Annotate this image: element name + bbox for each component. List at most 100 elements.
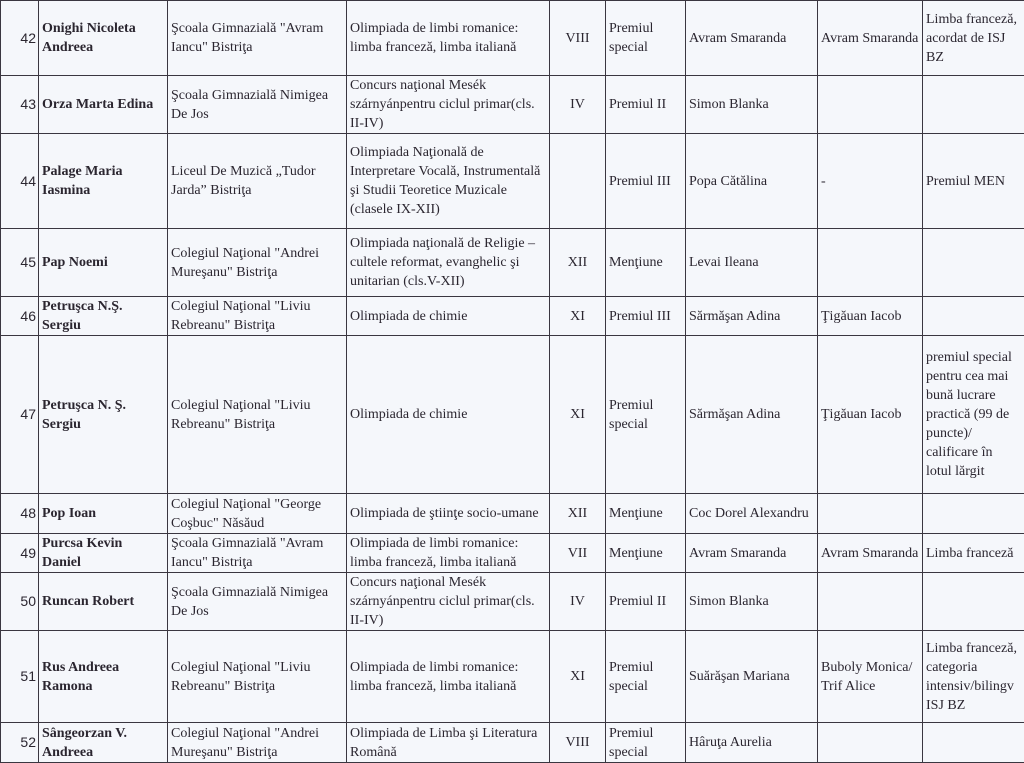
row-number-cell: 44 xyxy=(1,134,39,229)
school-name-cell: Colegiul Naţional "Andrei Mureşanu" Bist… xyxy=(168,229,347,297)
notes-cell xyxy=(923,494,1024,534)
competition-name-cell: Olimpiada de Limba şi Literatura Română xyxy=(347,723,550,763)
teacher-2-cell: - xyxy=(818,134,923,229)
teacher-cell: Popa Cătălina xyxy=(686,134,818,229)
teacher-2-cell xyxy=(818,76,923,134)
student-name-cell: Onighi Nicoleta Andreea xyxy=(39,1,168,76)
student-name-cell: Purcsa Kevin Daniel xyxy=(39,534,168,573)
competition-name-cell: Concurs naţional Mesék szárnyánpentru ci… xyxy=(347,573,550,631)
row-number-cell: 48 xyxy=(1,494,39,534)
prize-cell: Premiul special xyxy=(606,336,686,494)
class-level-cell: XII xyxy=(550,494,606,534)
teacher-2-cell: Avram Smaranda xyxy=(818,534,923,573)
teacher-2-cell: Avram Smaranda xyxy=(818,1,923,76)
teacher-cell: Levai Ileana xyxy=(686,229,818,297)
teacher-2-cell: Ţigăuan Iacob xyxy=(818,297,923,336)
row-number-cell: 50 xyxy=(1,573,39,631)
school-name-cell: Şcoala Gimnazială Nimigea De Jos xyxy=(168,573,347,631)
row-number-cell: 42 xyxy=(1,1,39,76)
teacher-cell: Avram Smaranda xyxy=(686,534,818,573)
competition-name-cell: Concurs naţional Mesék szárnyánpentru ci… xyxy=(347,76,550,134)
school-name-cell: Colegiul Naţional "Liviu Rebreanu" Bistr… xyxy=(168,336,347,494)
row-number-cell: 49 xyxy=(1,534,39,573)
prize-cell: Premiul special xyxy=(606,1,686,76)
student-name-cell: Runcan Robert xyxy=(39,573,168,631)
school-name-cell: Şcoala Gimnazială "Avram Iancu" Bistriţa xyxy=(168,534,347,573)
teacher-cell: Suărăşan Mariana xyxy=(686,631,818,723)
class-level-cell: IV xyxy=(550,76,606,134)
class-level-cell: VII xyxy=(550,534,606,573)
school-name-cell: Şcoala Gimnazială "Avram Iancu" Bistriţa xyxy=(168,1,347,76)
student-name-cell: Palage Maria Iasmina xyxy=(39,134,168,229)
teacher-2-cell: Buboly Monica/ Trif Alice xyxy=(818,631,923,723)
teacher-cell: Simon Blanka xyxy=(686,76,818,134)
class-level-cell: IV xyxy=(550,573,606,631)
student-name-cell: Pap Noemi xyxy=(39,229,168,297)
teacher-cell: Coc Dorel Alexandru xyxy=(686,494,818,534)
notes-cell: premiul special pentru cea mai bună lucr… xyxy=(923,336,1024,494)
competition-name-cell: Olimpiada naţională de Religie – cultele… xyxy=(347,229,550,297)
teacher-cell: Sărmăşan Adina xyxy=(686,297,818,336)
class-level-cell: XI xyxy=(550,631,606,723)
row-number-cell: 51 xyxy=(1,631,39,723)
row-number-cell: 45 xyxy=(1,229,39,297)
notes-cell: Limba franceză, categoria intensiv/bilin… xyxy=(923,631,1024,723)
school-name-cell: Colegiul Naţional "Liviu Rebreanu" Bistr… xyxy=(168,297,347,336)
prize-cell: Menţiune xyxy=(606,229,686,297)
competition-name-cell: Olimpiada de chimie xyxy=(347,336,550,494)
competition-name-cell: Olimpiada de ştiinţe socio-umane xyxy=(347,494,550,534)
teacher-2-cell xyxy=(818,229,923,297)
prize-cell: Premiul special xyxy=(606,723,686,763)
prize-cell: Premiul III xyxy=(606,134,686,229)
teacher-2-cell: Ţigăuan Iacob xyxy=(818,336,923,494)
student-name-cell: Petruşca N.Ş. Sergiu xyxy=(39,297,168,336)
class-level-cell: VIII xyxy=(550,723,606,763)
notes-cell xyxy=(923,229,1024,297)
notes-cell xyxy=(923,76,1024,134)
teacher-cell: Sărmăşan Adina xyxy=(686,336,818,494)
competition-name-cell: Olimpiada de limbi romanice: limba franc… xyxy=(347,631,550,723)
class-level-cell xyxy=(550,134,606,229)
prize-cell: Menţiune xyxy=(606,494,686,534)
row-number-cell: 47 xyxy=(1,336,39,494)
competition-name-cell: Olimpiada Naţională de Interpretare Voca… xyxy=(347,134,550,229)
class-level-cell: XI xyxy=(550,297,606,336)
notes-cell: Limba franceză, acordat de ISJ BZ xyxy=(923,1,1024,76)
row-number-cell: 52 xyxy=(1,723,39,763)
teacher-2-cell xyxy=(818,494,923,534)
notes-cell xyxy=(923,297,1024,336)
class-level-cell: XII xyxy=(550,229,606,297)
student-name-cell: Petruşca N. Ş. Sergiu xyxy=(39,336,168,494)
student-name-cell: Sângeorzan V. Andreea xyxy=(39,723,168,763)
school-name-cell: Liceul De Muzică „Tudor Jarda” Bistriţa xyxy=(168,134,347,229)
teacher-cell: Simon Blanka xyxy=(686,573,818,631)
school-name-cell: Colegiul Naţional "Andrei Mureşanu" Bist… xyxy=(168,723,347,763)
competition-name-cell: Olimpiada de chimie xyxy=(347,297,550,336)
row-number-cell: 43 xyxy=(1,76,39,134)
teacher-2-cell xyxy=(818,723,923,763)
class-level-cell: VIII xyxy=(550,1,606,76)
student-name-cell: Rus Andreea Ramona xyxy=(39,631,168,723)
student-name-cell: Pop Ioan xyxy=(39,494,168,534)
teacher-2-cell xyxy=(818,573,923,631)
prize-cell: Premiul II xyxy=(606,76,686,134)
teacher-cell: Avram Smaranda xyxy=(686,1,818,76)
teacher-cell: Hâruţa Aurelia xyxy=(686,723,818,763)
student-name-cell: Orza Marta Edina xyxy=(39,76,168,134)
prize-cell: Premiul II xyxy=(606,573,686,631)
prize-cell: Premiul special xyxy=(606,631,686,723)
competition-name-cell: Olimpiada de limbi romanice: limba franc… xyxy=(347,1,550,76)
notes-cell: Limba franceză xyxy=(923,534,1024,573)
prize-cell: Menţiune xyxy=(606,534,686,573)
